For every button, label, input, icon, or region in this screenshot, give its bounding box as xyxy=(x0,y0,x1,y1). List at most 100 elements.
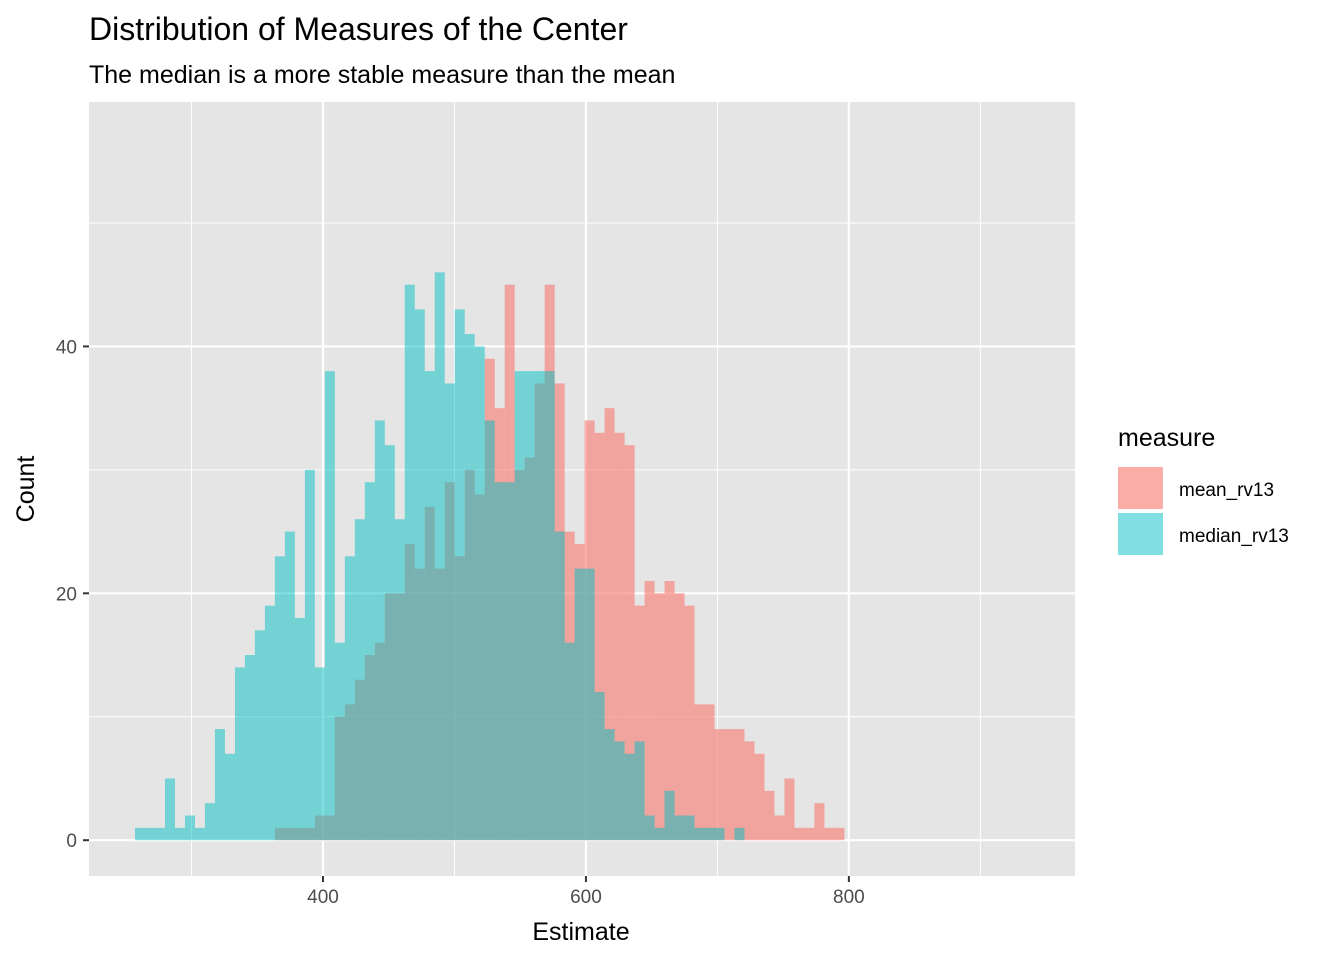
bar-median_rv13 xyxy=(234,667,245,841)
bar-median_rv13 xyxy=(574,568,585,841)
bar-median_rv13 xyxy=(704,827,715,841)
bar-median_rv13 xyxy=(344,556,355,841)
bar-median_rv13 xyxy=(654,827,665,841)
y-tick-label: 20 xyxy=(56,584,77,605)
bar-median_rv13 xyxy=(484,420,495,841)
bar-median_rv13 xyxy=(354,519,365,841)
bar-median_rv13 xyxy=(284,531,295,841)
bar-mean_rv13 xyxy=(664,580,675,841)
legend-key-median xyxy=(1118,513,1163,555)
bar-median_rv13 xyxy=(534,371,545,841)
bar-median_rv13 xyxy=(634,741,645,841)
chart-subtitle: The median is a more stable measure than… xyxy=(89,61,675,89)
bar-mean_rv13 xyxy=(754,753,765,841)
bar-median_rv13 xyxy=(444,383,455,841)
bar-mean_rv13 xyxy=(634,605,645,841)
bar-median_rv13 xyxy=(644,815,655,841)
bar-median_rv13 xyxy=(664,790,675,841)
bar-mean_rv13 xyxy=(694,704,705,841)
bar-median_rv13 xyxy=(294,618,305,841)
x-tick-label: 600 xyxy=(570,887,602,908)
bar-median_rv13 xyxy=(494,482,505,841)
y-tick-label: 40 xyxy=(56,337,77,358)
bar-median_rv13 xyxy=(714,827,725,841)
bar-median_rv13 xyxy=(434,272,445,841)
bar-mean_rv13 xyxy=(794,827,805,841)
bar-median_rv13 xyxy=(544,371,555,841)
bar-mean_rv13 xyxy=(764,790,775,841)
bar-median_rv13 xyxy=(454,309,465,841)
bar-mean_rv13 xyxy=(784,778,795,841)
bar-mean_rv13 xyxy=(644,580,655,841)
bar-median_rv13 xyxy=(374,420,385,841)
bar-mean_rv13 xyxy=(744,741,755,841)
bar-median_rv13 xyxy=(224,753,235,841)
bar-median_rv13 xyxy=(304,469,315,841)
bar-mean_rv13 xyxy=(804,827,815,841)
bar-median_rv13 xyxy=(624,753,635,841)
bar-median_rv13 xyxy=(394,519,405,841)
bar-mean_rv13 xyxy=(824,827,835,841)
histogram-bars xyxy=(135,272,845,841)
bar-median_rv13 xyxy=(614,741,625,841)
bar-mean_rv13 xyxy=(614,432,625,841)
bar-median_rv13 xyxy=(384,445,395,841)
bar-mean_rv13 xyxy=(594,432,605,841)
bar-median_rv13 xyxy=(674,815,685,841)
bar-median_rv13 xyxy=(324,371,335,841)
bar-mean_rv13 xyxy=(684,605,695,841)
bar-median_rv13 xyxy=(404,284,415,841)
bar-median_rv13 xyxy=(364,482,375,841)
x-tick-label: 400 xyxy=(307,887,339,908)
bar-median_rv13 xyxy=(264,605,275,841)
bar-median_rv13 xyxy=(424,371,435,841)
bar-mean_rv13 xyxy=(624,445,635,841)
bar-mean_rv13 xyxy=(834,827,845,841)
bar-median_rv13 xyxy=(244,655,255,841)
bar-median_rv13 xyxy=(194,827,205,841)
bar-mean_rv13 xyxy=(654,593,665,841)
legend: measure mean_rv13 median_rv13 xyxy=(1118,424,1289,555)
x-tick-label: 800 xyxy=(833,887,865,908)
bar-mean_rv13 xyxy=(814,803,825,841)
bar-median_rv13 xyxy=(204,803,215,841)
bar-median_rv13 xyxy=(554,531,565,841)
bar-mean_rv13 xyxy=(604,408,615,841)
bar-median_rv13 xyxy=(684,815,695,841)
bar-median_rv13 xyxy=(164,778,175,841)
y-axis-title: Count xyxy=(12,456,40,523)
chart-title: Distribution of Measures of the Center xyxy=(89,11,628,47)
bar-median_rv13 xyxy=(524,371,535,841)
bar-median_rv13 xyxy=(154,827,165,841)
bar-median_rv13 xyxy=(174,827,185,841)
bar-mean_rv13 xyxy=(704,704,715,841)
bar-mean_rv13 xyxy=(734,729,745,841)
bar-median_rv13 xyxy=(414,309,425,841)
bar-median_rv13 xyxy=(734,827,745,841)
bar-mean_rv13 xyxy=(724,729,735,841)
axis-ticks xyxy=(83,345,850,882)
bar-mean_rv13 xyxy=(774,815,785,841)
bar-median_rv13 xyxy=(514,371,525,841)
bar-median_rv13 xyxy=(214,729,225,841)
x-axis-title: Estimate xyxy=(532,918,629,946)
bar-median_rv13 xyxy=(504,482,515,841)
bar-median_rv13 xyxy=(584,568,595,841)
bar-median_rv13 xyxy=(274,556,285,841)
legend-label-mean: mean_rv13 xyxy=(1179,480,1274,501)
bar-median_rv13 xyxy=(135,827,146,841)
y-tick-label: 0 xyxy=(66,831,77,852)
bar-median_rv13 xyxy=(474,346,485,841)
bar-mean_rv13 xyxy=(714,729,725,841)
legend-title: measure xyxy=(1118,424,1215,452)
bar-median_rv13 xyxy=(254,630,265,841)
bar-median_rv13 xyxy=(564,642,575,841)
bar-mean_rv13 xyxy=(674,593,685,841)
bar-median_rv13 xyxy=(184,815,195,841)
bar-median_rv13 xyxy=(314,667,325,841)
bar-median_rv13 xyxy=(594,692,605,841)
legend-label-median: median_rv13 xyxy=(1179,526,1289,547)
bar-median_rv13 xyxy=(694,827,705,841)
bar-median_rv13 xyxy=(604,729,615,841)
